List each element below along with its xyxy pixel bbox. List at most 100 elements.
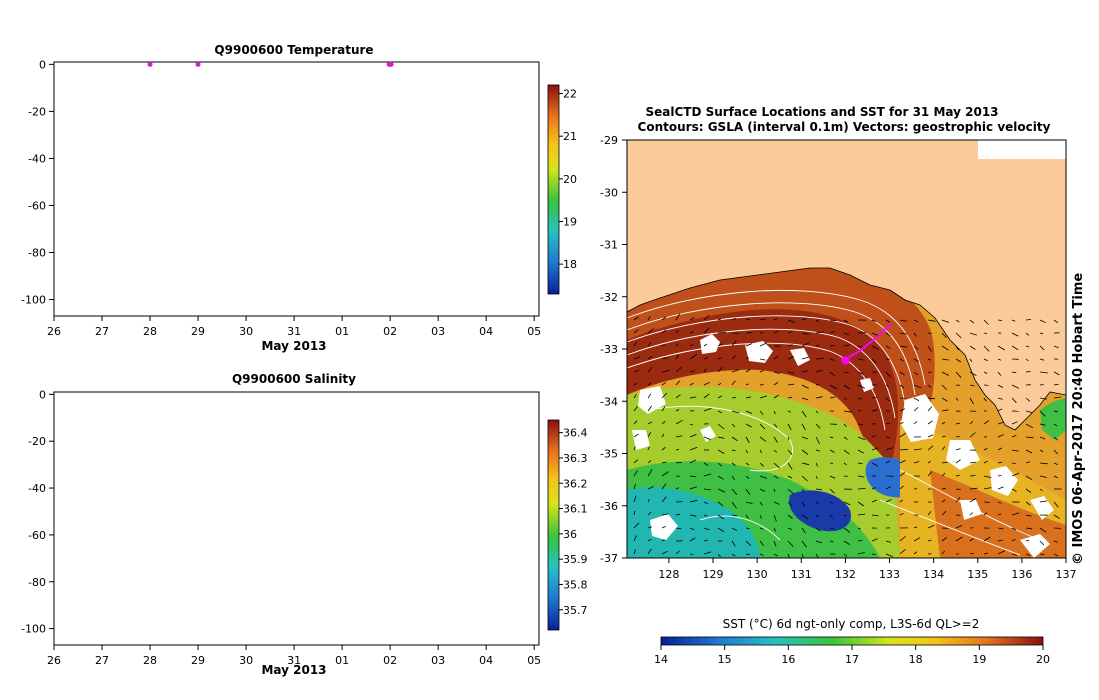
temperature-panel: Q9900600 Temperature 0 -20 -40 -60 -80 -100 2… <box>21 43 577 353</box>
velocity-vector <box>759 475 768 479</box>
velocity-vector <box>661 370 670 373</box>
velocity-vector <box>899 548 906 555</box>
velocity-vector <box>787 410 791 413</box>
map-title-line1: SealCTD Surface Locations and SST for 31… <box>645 105 998 119</box>
velocity-vector <box>983 536 991 542</box>
velocity-vector <box>745 553 750 556</box>
temperature-plot-frame <box>53 61 540 317</box>
velocity-vector <box>731 410 740 414</box>
velocity-vector <box>1025 423 1033 429</box>
velocity-vector <box>815 396 823 399</box>
velocity-vector <box>1053 436 1058 441</box>
velocity-vector <box>969 345 976 350</box>
velocity-vector <box>661 513 669 516</box>
x-tick-label: 27 <box>95 325 109 338</box>
y-tick-label: -100 <box>21 294 46 307</box>
map-x-tick-label: 137 <box>1056 568 1077 581</box>
sst-colorbar-tick-label: 16 <box>781 653 795 666</box>
velocity-vector <box>703 539 709 542</box>
colorbar-tick-label: 20 <box>563 173 577 186</box>
velocity-vector <box>955 422 960 425</box>
velocity-vector <box>843 344 850 347</box>
velocity-vector <box>717 501 724 507</box>
missing-data-block <box>978 140 1066 159</box>
x-tick-label: 01 <box>335 325 349 338</box>
velocity-vector <box>829 449 835 453</box>
velocity-vector <box>633 341 637 347</box>
temperature-xlabel: May 2013 <box>261 339 326 353</box>
velocity-vector <box>899 345 908 348</box>
velocity-vector <box>633 420 638 425</box>
velocity-vector <box>885 553 893 557</box>
velocity-vector <box>703 315 710 321</box>
colorbar-tick-label: 36.1 <box>563 503 588 516</box>
velocity-vector <box>759 342 768 347</box>
map-title-line2: Contours: GSLA (interval 0.1m) Vectors: … <box>638 120 1051 134</box>
velocity-vector <box>1025 436 1034 439</box>
velocity-vector <box>731 423 736 428</box>
velocity-vector <box>633 356 641 360</box>
velocity-vector <box>773 423 778 428</box>
velocity-vector <box>661 526 666 529</box>
velocity-vector <box>773 514 777 522</box>
velocity-vector <box>717 423 725 430</box>
velocity-vector <box>885 436 890 439</box>
velocity-vector <box>983 552 989 555</box>
velocity-vector <box>633 483 636 490</box>
velocity-vector <box>759 423 766 430</box>
velocity-vector <box>857 358 864 361</box>
velocity-vector <box>927 384 932 388</box>
velocity-vector <box>717 410 722 414</box>
map-x-tick-label: 129 <box>703 568 724 581</box>
velocity-vector <box>885 384 889 388</box>
velocity-vector <box>773 331 779 334</box>
velocity-vector <box>759 553 764 556</box>
velocity-vector <box>661 329 667 334</box>
velocity-vector <box>955 448 961 451</box>
velocity-vector <box>1025 371 1031 373</box>
velocity-vector <box>731 380 736 386</box>
velocity-vector <box>1053 501 1059 508</box>
velocity-vector <box>731 501 737 509</box>
velocity-vector <box>801 397 809 401</box>
velocity-vector <box>787 527 792 530</box>
velocity-vector <box>885 486 892 490</box>
velocity-vector <box>745 410 753 414</box>
velocity-vector <box>871 514 879 517</box>
x-tick-label: 03 <box>431 325 445 338</box>
velocity-vector <box>997 513 1002 516</box>
velocity-vector <box>1025 345 1030 348</box>
map-x-tick-label: 131 <box>791 568 812 581</box>
velocity-vector <box>829 501 833 504</box>
velocity-vector <box>899 408 905 412</box>
velocity-vector <box>899 460 906 464</box>
velocity-vector <box>689 459 697 464</box>
velocity-vector <box>787 423 792 431</box>
x-tick-label: 26 <box>47 654 61 667</box>
map-y-tick-label: -29 <box>600 134 618 147</box>
velocity-vector <box>801 553 805 558</box>
velocity-vector <box>647 316 651 321</box>
velocity-vector <box>1011 397 1017 404</box>
velocity-vector <box>731 514 737 517</box>
velocity-vector <box>647 421 653 425</box>
land-mass <box>627 140 1066 431</box>
velocity-vector <box>997 501 1002 504</box>
velocity-vector <box>969 332 977 336</box>
velocity-vector <box>997 447 1003 451</box>
velocity-vector <box>829 475 836 479</box>
velocity-vector <box>787 371 795 374</box>
velocity-vector <box>997 461 1003 464</box>
velocity-vector <box>969 358 973 363</box>
velocity-vector <box>787 319 796 324</box>
velocity-vector <box>913 537 921 542</box>
velocity-vector <box>787 475 793 479</box>
velocity-vector <box>829 436 834 439</box>
velocity-vector <box>843 371 849 373</box>
map-y-tick-label: -37 <box>600 552 618 565</box>
sst-colorbar <box>660 636 1044 646</box>
velocity-vector <box>731 354 737 360</box>
velocity-vector <box>675 366 683 373</box>
velocity-vector <box>941 332 947 338</box>
velocity-vector <box>745 332 753 334</box>
